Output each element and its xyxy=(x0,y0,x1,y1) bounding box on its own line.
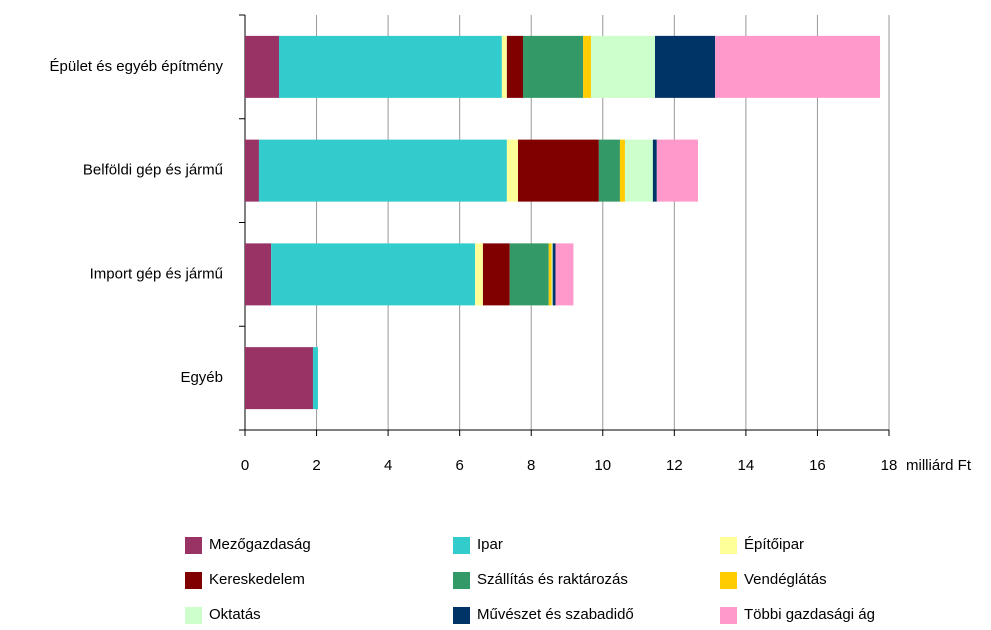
bar-segment xyxy=(656,139,698,202)
bar-segment xyxy=(475,243,483,306)
bar-segment xyxy=(501,35,507,98)
bar-segment xyxy=(583,35,591,98)
x-tick-label: 2 xyxy=(312,457,320,474)
x-tick-label: 8 xyxy=(527,457,535,474)
legend-label: Szállítás és raktározás xyxy=(477,571,628,588)
x-tick-label: 14 xyxy=(738,457,755,474)
legend-label: Építőipar xyxy=(744,536,804,553)
legend-label: Oktatás xyxy=(209,606,261,623)
x-tick-label: 4 xyxy=(384,457,392,474)
x-axis-label: milliárd Ft xyxy=(906,457,972,474)
legend-label: Mezőgazdaság xyxy=(209,536,311,553)
legend-swatch xyxy=(453,572,470,589)
bar-segment xyxy=(619,139,625,202)
bar-segment xyxy=(552,243,556,306)
legend-label: Művészet és szabadidő xyxy=(477,606,634,623)
bar-segment xyxy=(312,347,318,410)
x-tick-label: 6 xyxy=(455,457,463,474)
legend-label: Többi gazdasági ág xyxy=(744,606,875,623)
bar-segment xyxy=(598,139,620,202)
y-tick-label: Belföldi gép és jármű xyxy=(83,162,223,179)
y-tick-label: Egyéb xyxy=(180,369,223,386)
legend-swatch xyxy=(185,572,202,589)
legend-swatch xyxy=(185,537,202,554)
legend-swatch xyxy=(453,607,470,624)
legend-swatch xyxy=(453,537,470,554)
bar-segment xyxy=(509,243,549,306)
bar-segment xyxy=(245,35,279,98)
bar-segment xyxy=(624,139,653,202)
bar-segment xyxy=(482,243,510,306)
bar-segment xyxy=(555,243,574,306)
bar-segment xyxy=(245,139,259,202)
legend-label: Ipar xyxy=(477,536,503,553)
x-tick-label: 12 xyxy=(666,457,683,474)
bar-segment xyxy=(551,243,553,306)
legend-swatch xyxy=(720,607,737,624)
bar-segment xyxy=(715,35,881,98)
bar-segment xyxy=(506,35,523,98)
x-tick-label: 16 xyxy=(809,457,826,474)
x-tick-label: 18 xyxy=(881,457,898,474)
bar-segment xyxy=(245,347,313,410)
legend-swatch xyxy=(720,572,737,589)
bar-segment xyxy=(271,243,476,306)
bar-segment xyxy=(655,35,716,98)
legend-swatch xyxy=(720,537,737,554)
bar-segment xyxy=(522,35,584,98)
bar-segment xyxy=(258,139,507,202)
bar-segment xyxy=(245,243,272,306)
bar-segment xyxy=(548,243,552,306)
y-tick-label: Épület és egyéb építmény xyxy=(50,58,224,75)
bar-segment xyxy=(590,35,656,98)
x-tick-label: 0 xyxy=(241,457,249,474)
bar-segment xyxy=(506,139,518,202)
x-tick-label: 10 xyxy=(594,457,611,474)
y-tick-label: Import gép és jármű xyxy=(90,265,223,282)
legend-label: Kereskedelem xyxy=(209,571,305,588)
legend-label: Vendéglátás xyxy=(744,571,827,588)
legend-swatch xyxy=(185,607,202,624)
bar-segment xyxy=(517,139,599,202)
bar-segment xyxy=(278,35,502,98)
bar-segment xyxy=(652,139,657,202)
